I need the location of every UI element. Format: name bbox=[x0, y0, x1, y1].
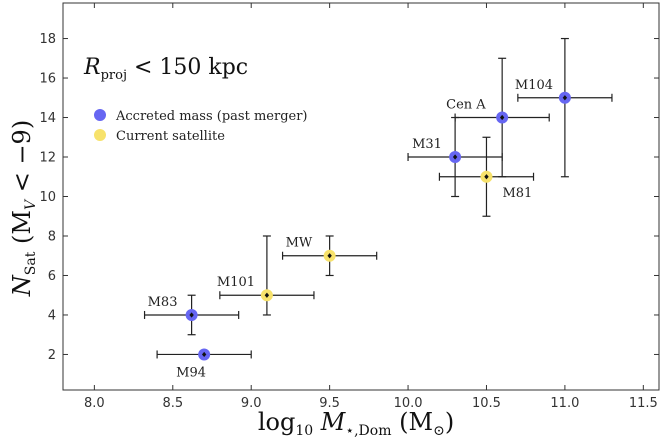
point-center-m104 bbox=[562, 95, 568, 101]
y-tick-label: 8 bbox=[48, 229, 56, 244]
label-m94: M94 bbox=[176, 365, 206, 380]
point-center-cen-a bbox=[499, 114, 505, 121]
y-tick-label: 16 bbox=[39, 72, 56, 87]
label-m101: M101 bbox=[217, 275, 255, 290]
y-tick-label: 2 bbox=[48, 348, 56, 363]
y-tick-label: 14 bbox=[39, 111, 56, 126]
label-m81: M81 bbox=[502, 186, 532, 201]
point-center-m94 bbox=[201, 351, 207, 358]
errorbar-m104 bbox=[517, 37, 613, 178]
label-mw: MW bbox=[286, 236, 313, 251]
legend: Accreted mass (past merger) Current sate… bbox=[94, 109, 308, 144]
x-tick-label: 10.0 bbox=[394, 396, 423, 411]
label-cen-a: Cen A bbox=[446, 98, 486, 113]
point-center-m81 bbox=[484, 174, 489, 180]
y-tick-label: 4 bbox=[48, 308, 56, 323]
label-m104: M104 bbox=[515, 78, 553, 93]
x-tick-label: 10.5 bbox=[472, 396, 501, 411]
annotation-rproj: Rproj < 150 kpc bbox=[83, 55, 248, 83]
legend-marker-satellite bbox=[94, 129, 106, 141]
label-m83: M83 bbox=[148, 295, 178, 310]
y-tick-label: 18 bbox=[39, 32, 56, 47]
point-center-m101 bbox=[264, 292, 270, 298]
x-tick-label: 9.5 bbox=[319, 396, 340, 411]
x-tick-label: 11.5 bbox=[629, 396, 658, 411]
point-center-mw bbox=[327, 253, 332, 259]
y-axis-title: NSat (MV < −9) bbox=[8, 120, 39, 297]
x-axis-title: log10 M⋆,Dom (M⊙) bbox=[258, 408, 454, 439]
x-tick-label: 8.5 bbox=[162, 396, 183, 411]
y-tick-label: 6 bbox=[48, 269, 56, 284]
y-tick-label: 10 bbox=[39, 190, 56, 205]
label-m31: M31 bbox=[412, 137, 442, 152]
legend-label-accreted: Accreted mass (past merger) bbox=[115, 109, 308, 124]
point-center-m31 bbox=[452, 154, 458, 160]
x-tick-label: 11.0 bbox=[550, 396, 579, 411]
y-tick-label: 12 bbox=[39, 151, 56, 166]
legend-marker-accreted bbox=[94, 109, 106, 121]
point-center-m83 bbox=[189, 312, 194, 318]
legend-label-satellite: Current satellite bbox=[116, 129, 225, 144]
x-tick-label: 8.0 bbox=[84, 396, 105, 411]
x-tick-label: 9.0 bbox=[241, 396, 262, 411]
